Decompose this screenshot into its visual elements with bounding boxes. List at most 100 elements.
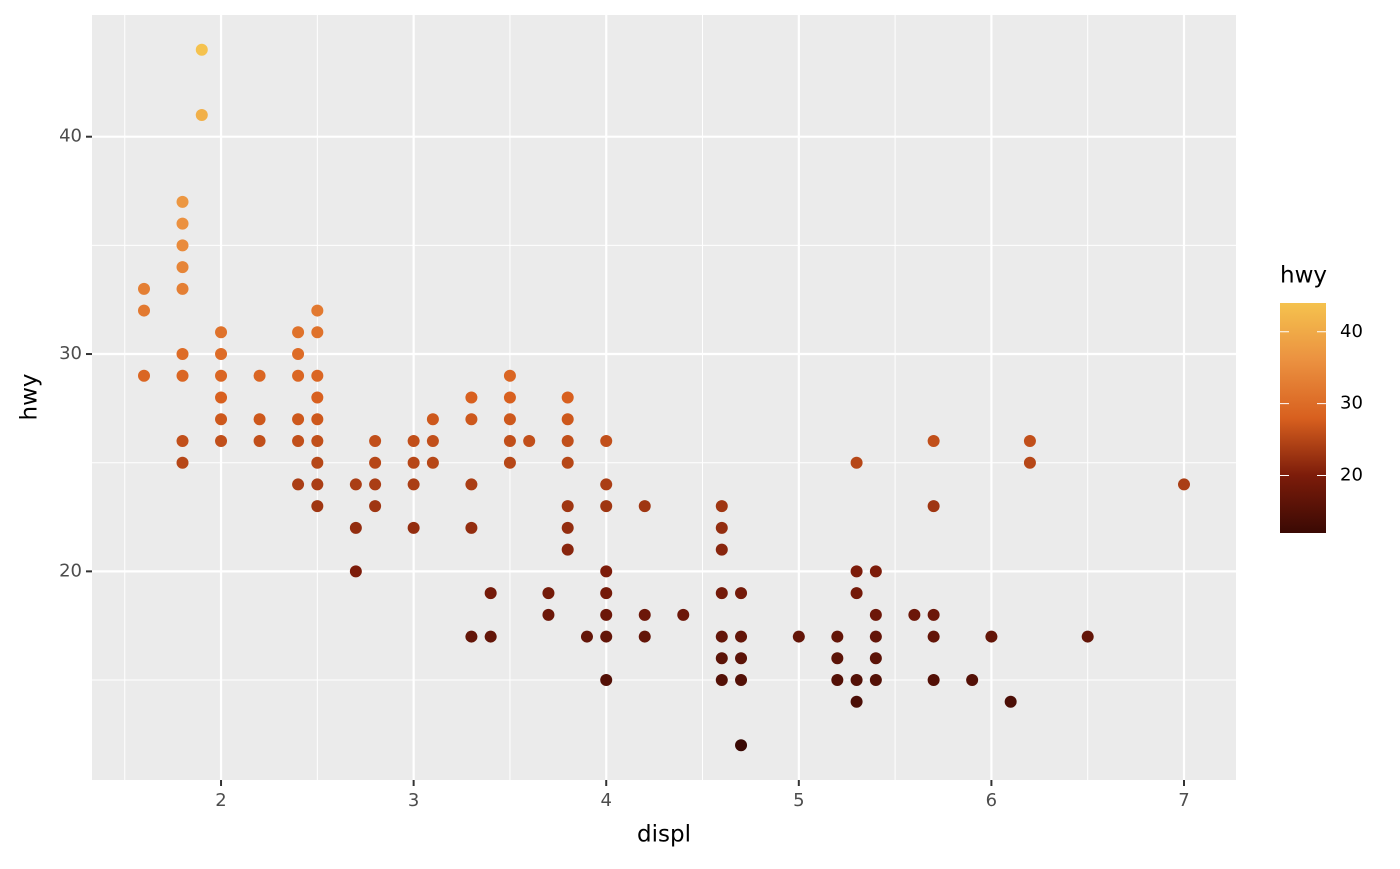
point bbox=[176, 348, 189, 361]
point bbox=[1023, 434, 1036, 447]
point bbox=[600, 500, 613, 513]
point bbox=[966, 674, 979, 687]
point bbox=[677, 608, 690, 621]
point bbox=[869, 674, 882, 687]
point bbox=[292, 434, 305, 447]
point bbox=[465, 391, 478, 404]
point bbox=[503, 456, 516, 469]
point bbox=[292, 478, 305, 491]
point bbox=[542, 587, 555, 600]
point bbox=[735, 587, 748, 600]
point bbox=[407, 456, 420, 469]
point bbox=[580, 630, 593, 643]
point bbox=[215, 391, 228, 404]
point bbox=[138, 282, 150, 295]
point bbox=[426, 434, 439, 447]
point bbox=[600, 587, 613, 600]
x-tick-label: 5 bbox=[793, 790, 804, 811]
point bbox=[253, 369, 266, 382]
point bbox=[735, 739, 748, 752]
point bbox=[503, 413, 516, 426]
point bbox=[927, 608, 940, 621]
point bbox=[176, 239, 189, 252]
point bbox=[311, 413, 324, 426]
point bbox=[349, 565, 362, 578]
point bbox=[349, 478, 362, 491]
point bbox=[715, 652, 728, 665]
point bbox=[561, 413, 574, 426]
point bbox=[215, 434, 228, 447]
point bbox=[927, 500, 940, 513]
point bbox=[195, 43, 208, 56]
point bbox=[215, 348, 228, 361]
point bbox=[715, 543, 728, 556]
point bbox=[1023, 456, 1036, 469]
x-tick-label: 6 bbox=[986, 790, 997, 811]
point bbox=[176, 217, 189, 230]
point bbox=[850, 587, 863, 600]
point bbox=[869, 630, 882, 643]
point bbox=[927, 434, 940, 447]
point bbox=[311, 434, 324, 447]
point bbox=[503, 391, 516, 404]
point bbox=[311, 456, 324, 469]
point bbox=[600, 630, 613, 643]
point bbox=[292, 369, 305, 382]
y-axis-title: hwy bbox=[17, 374, 43, 421]
point bbox=[369, 456, 382, 469]
point bbox=[831, 674, 844, 687]
point bbox=[426, 456, 439, 469]
point bbox=[407, 434, 420, 447]
point bbox=[600, 434, 613, 447]
point bbox=[561, 543, 574, 556]
point bbox=[426, 413, 439, 426]
panel bbox=[92, 15, 1236, 780]
point bbox=[850, 674, 863, 687]
point bbox=[831, 630, 844, 643]
y-tick-label: 40 bbox=[59, 126, 82, 147]
point bbox=[311, 478, 324, 491]
point bbox=[561, 391, 574, 404]
point bbox=[850, 565, 863, 578]
point bbox=[311, 326, 324, 339]
point bbox=[176, 261, 189, 274]
point bbox=[715, 500, 728, 513]
point bbox=[561, 434, 574, 447]
point bbox=[215, 413, 228, 426]
point bbox=[503, 369, 516, 382]
point bbox=[292, 348, 305, 361]
point bbox=[1081, 630, 1094, 643]
point bbox=[349, 521, 362, 534]
point bbox=[850, 456, 863, 469]
point bbox=[503, 434, 516, 447]
point bbox=[253, 413, 266, 426]
point bbox=[311, 304, 324, 317]
point bbox=[869, 608, 882, 621]
colorbar bbox=[1280, 303, 1326, 533]
point bbox=[215, 326, 228, 339]
point bbox=[311, 369, 324, 382]
point bbox=[465, 521, 478, 534]
point bbox=[831, 652, 844, 665]
point bbox=[715, 630, 728, 643]
point bbox=[484, 630, 497, 643]
point bbox=[600, 608, 613, 621]
point bbox=[561, 500, 574, 513]
point bbox=[176, 456, 189, 469]
point bbox=[869, 565, 882, 578]
point bbox=[600, 478, 613, 491]
point bbox=[638, 608, 651, 621]
point bbox=[176, 282, 189, 295]
y-tick-label: 30 bbox=[59, 343, 82, 364]
y-tick-label: 20 bbox=[59, 560, 82, 581]
point bbox=[311, 391, 324, 404]
point bbox=[176, 195, 189, 208]
point bbox=[600, 674, 613, 687]
point bbox=[176, 369, 189, 382]
point bbox=[407, 521, 420, 534]
legend-label: 20 bbox=[1340, 465, 1363, 486]
point bbox=[638, 630, 651, 643]
point bbox=[850, 695, 863, 708]
legend-label: 30 bbox=[1340, 393, 1363, 414]
point bbox=[715, 521, 728, 534]
